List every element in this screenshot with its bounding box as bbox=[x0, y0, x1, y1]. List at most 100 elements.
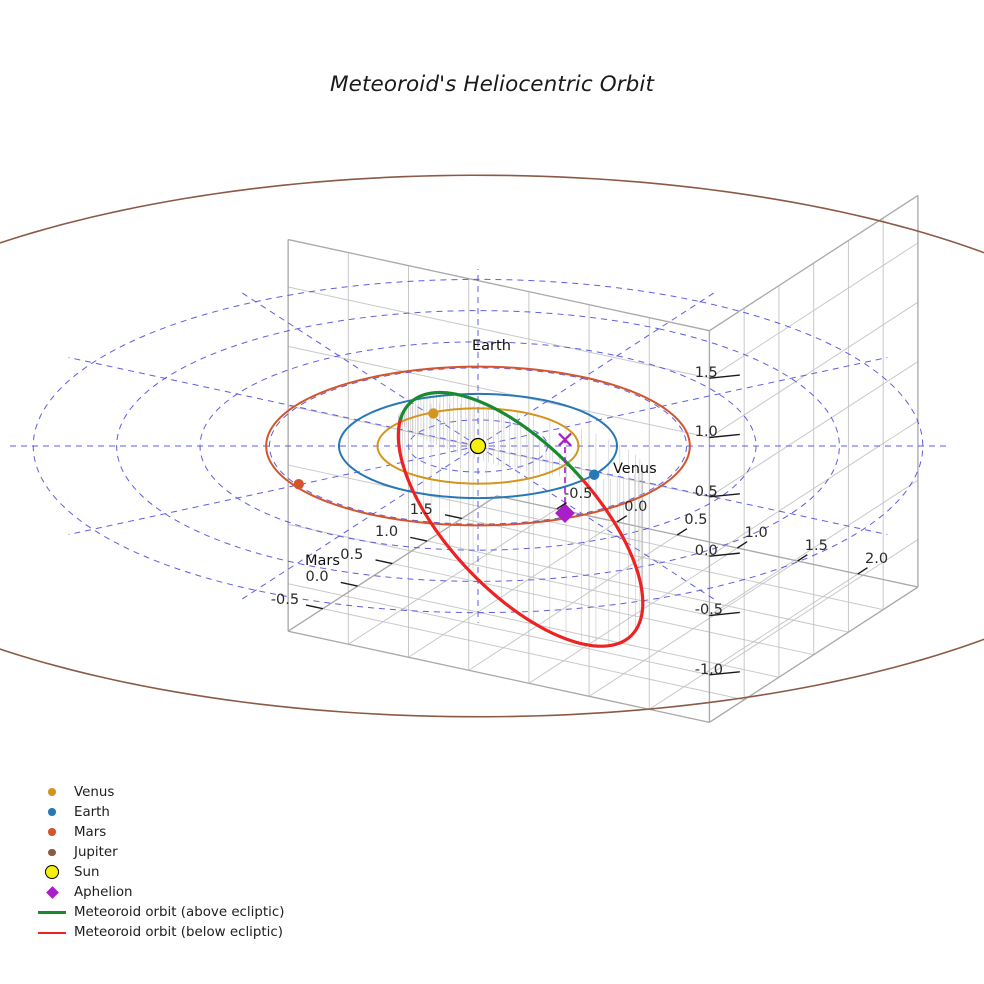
meteoroid-orbit-above-ecliptic bbox=[445, 391, 583, 480]
x-tick-label: 0.0 bbox=[305, 569, 329, 586]
jupiter-orbit bbox=[0, 174, 984, 718]
grid-line-wall bbox=[709, 361, 919, 498]
y-tick-label: 0.0 bbox=[624, 498, 648, 515]
earth-orbit-path bbox=[338, 392, 618, 500]
legend-item-label: Meteoroid orbit (below ecliptic) bbox=[74, 925, 283, 941]
y-tick-label: 2.0 bbox=[864, 550, 889, 567]
grid-line-floor bbox=[427, 540, 849, 633]
grid-line-wall bbox=[288, 345, 710, 438]
legend-item-label: Aphelion bbox=[74, 885, 133, 901]
axis-tick bbox=[305, 604, 324, 610]
polar-spoke bbox=[241, 292, 479, 447]
grid-line-floor bbox=[588, 560, 798, 697]
axis-tick bbox=[736, 541, 748, 549]
annotation-mars: Mars bbox=[305, 553, 340, 569]
axis-tick bbox=[709, 493, 740, 498]
grid-line-floor bbox=[528, 547, 738, 684]
grid-line-wall bbox=[709, 301, 919, 438]
aphelion-ground-cross-icon bbox=[558, 432, 572, 447]
grid-line-wall bbox=[709, 539, 919, 676]
polar-circle bbox=[116, 310, 840, 582]
axes-panes bbox=[287, 194, 919, 723]
venus-orbit-path bbox=[376, 407, 580, 485]
legend-item-venus[interactable]: Venus bbox=[30, 782, 292, 802]
legend-item-label: Mars bbox=[74, 824, 107, 840]
grid-line-floor bbox=[648, 573, 859, 710]
grid-line-floor bbox=[392, 563, 814, 656]
legend-item-earth[interactable]: Earth bbox=[30, 802, 292, 822]
legend: Venus Earth Mars Jupiter Sun Aphelion Meteoroi… bbox=[30, 782, 292, 943]
body-marker-venus bbox=[428, 408, 439, 419]
axis-tick bbox=[709, 611, 740, 617]
meteoroid-orbit-below-ecliptic bbox=[396, 420, 645, 648]
y-tick-label: 1.5 bbox=[804, 537, 828, 554]
legend-line-marker-icon bbox=[38, 911, 66, 914]
axis-tick bbox=[857, 567, 868, 575]
axis-spine bbox=[709, 586, 919, 723]
legend-item-mars[interactable]: Mars bbox=[30, 822, 292, 842]
grid-line-wall bbox=[709, 420, 919, 557]
axis-tick bbox=[444, 514, 463, 520]
legend-circle-marker-icon bbox=[48, 848, 56, 857]
z-tick-label: 0.5 bbox=[694, 483, 718, 500]
legend-item-meteoroid-orbit-above-ecliptic[interactable]: Meteoroid orbit (above ecliptic) bbox=[30, 903, 292, 923]
axis-spine bbox=[287, 630, 710, 723]
grid-line-floor bbox=[322, 608, 745, 701]
grid-line-floor bbox=[348, 508, 558, 645]
grid-line-wall bbox=[709, 242, 919, 379]
planet-markers bbox=[293, 408, 600, 490]
body-marker-earth bbox=[589, 469, 600, 480]
z-tick-label: 1.5 bbox=[694, 364, 718, 381]
polar-spoke bbox=[68, 445, 479, 536]
grid-line-floor bbox=[357, 585, 780, 678]
annotation-earth: Earth bbox=[472, 338, 511, 354]
polar-spoke bbox=[241, 445, 479, 600]
legend-circle-marker-icon bbox=[48, 828, 56, 836]
body-marker-sun bbox=[469, 437, 487, 455]
legend-item-label: Venus bbox=[74, 784, 115, 800]
axis-tick bbox=[709, 374, 740, 379]
y-tick-label: -0.5 bbox=[564, 485, 593, 502]
aphelion-diamond-marker bbox=[555, 503, 575, 524]
polar-guide-grid bbox=[5, 268, 951, 624]
axis-tick bbox=[797, 554, 808, 562]
axis-spine bbox=[709, 194, 919, 332]
axis-tick bbox=[410, 536, 428, 542]
venus-orbit bbox=[376, 407, 580, 485]
legend-item-aphelion[interactable]: Aphelion bbox=[30, 882, 292, 902]
legend-item-label: Earth bbox=[74, 804, 110, 820]
legend-item-label: Jupiter bbox=[74, 844, 118, 860]
earth-orbit bbox=[338, 392, 618, 500]
axis-tick bbox=[556, 502, 567, 510]
legend-diamond-marker-icon bbox=[45, 886, 59, 899]
legend-circle-marker-icon bbox=[48, 808, 56, 816]
grid-line-wall bbox=[288, 464, 710, 557]
grid-line-wall bbox=[288, 523, 710, 617]
legend-item-jupiter[interactable]: Jupiter bbox=[30, 842, 292, 862]
grid-line-floor bbox=[461, 517, 884, 611]
axis-tick bbox=[340, 581, 358, 587]
annotation-venus: Venus bbox=[613, 461, 657, 477]
grid-line-wall bbox=[288, 583, 710, 676]
mars-orbit-path bbox=[265, 365, 691, 527]
z-tick-label: 0.0 bbox=[694, 542, 718, 559]
axis-tick bbox=[676, 528, 688, 536]
grid-line-wall bbox=[288, 286, 710, 379]
legend-item-label: Meteoroid orbit (above ecliptic) bbox=[74, 905, 285, 921]
axis-tick bbox=[709, 671, 740, 676]
body-marker-mars bbox=[293, 478, 304, 490]
grid-line-floor bbox=[408, 521, 618, 658]
x-tick-label: 0.5 bbox=[340, 546, 364, 563]
legend-circle-marker-icon bbox=[48, 788, 56, 796]
axis-tick bbox=[709, 433, 740, 439]
polar-spoke bbox=[477, 292, 715, 447]
x-tick-label: 1.5 bbox=[409, 501, 433, 518]
legend-item-sun[interactable]: Sun bbox=[30, 862, 292, 882]
z-tick-label: -1.0 bbox=[694, 661, 724, 678]
axis-tick bbox=[375, 559, 393, 565]
legend-item-meteoroid-orbit-below-ecliptic[interactable]: Meteoroid orbit (below ecliptic) bbox=[30, 923, 292, 943]
meteoroid-stem-lines bbox=[397, 392, 644, 646]
axis-spine bbox=[287, 238, 710, 332]
axis-tick-marks bbox=[305, 374, 868, 676]
